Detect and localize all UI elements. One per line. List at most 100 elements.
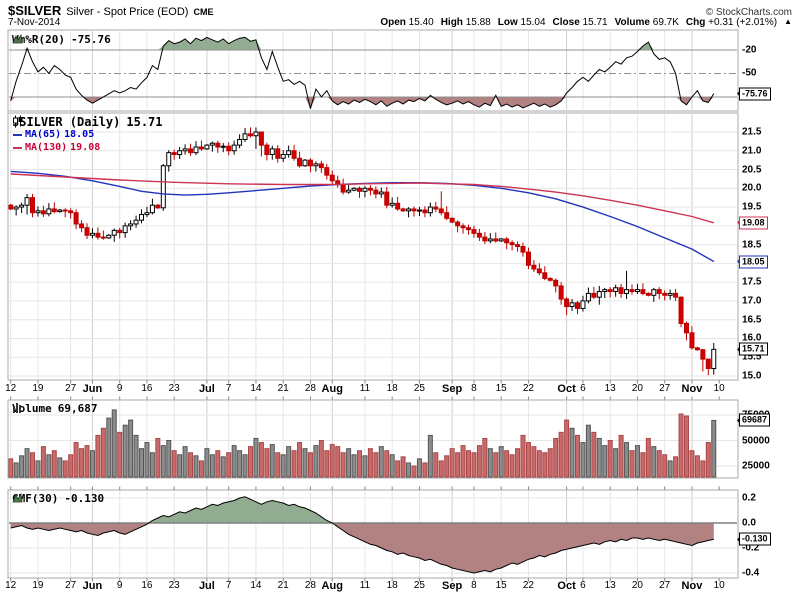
date-label-14: 14	[250, 383, 262, 394]
date-label-7: 7	[225, 580, 232, 591]
ma130-legend: MA(130) 19.08	[13, 142, 100, 153]
cmf-value-callout: -0.130	[737, 532, 771, 546]
price-axis-label: 16.5	[742, 314, 762, 326]
date-label-14: 14	[250, 580, 262, 591]
date-label-Sep: Sep	[442, 580, 463, 592]
candlestick-icon	[13, 115, 23, 127]
price-axis-label: 16.0	[742, 332, 762, 344]
date-label-27: 27	[659, 383, 671, 394]
date-label-22: 22	[522, 383, 534, 394]
date-label-23: 23	[168, 383, 180, 394]
price-axis-label: 18.5	[742, 239, 762, 251]
date-label-8: 8	[471, 580, 477, 591]
date-label-Jun: Jun	[82, 383, 103, 395]
date-label-Oct: Oct	[557, 580, 576, 592]
price-axis-label: 19.5	[742, 201, 762, 213]
price-axis-label: 15.0	[742, 370, 762, 382]
source-credit: © StockCharts.com	[705, 7, 792, 18]
indicator-icon	[12, 492, 23, 503]
volume-axis-label: 25000	[742, 460, 770, 472]
ma130-name: MA(130)	[25, 142, 68, 153]
ma65-line-swatch	[13, 133, 22, 136]
date-label-Oct: Oct	[557, 383, 576, 395]
ticker-description: Silver - Spot Price (EOD)	[66, 6, 189, 18]
date-label-9: 9	[116, 580, 123, 591]
price-axis-label: 20.5	[742, 164, 762, 176]
ma130-value: 19.08	[70, 142, 101, 153]
change-up-arrow: ▲	[784, 17, 792, 26]
date-label-25: 25	[413, 383, 425, 394]
exchange-label: CME	[193, 7, 214, 17]
price-callout-19.08: 19.08	[737, 216, 768, 230]
cmf-label: CMF(30)	[12, 492, 59, 505]
header-line1: $SILVER Silver - Spot Price (EOD) CME © …	[8, 3, 792, 18]
volume-value: 69,687	[57, 402, 98, 415]
price-axis-label: 15.5	[742, 351, 762, 363]
price-axis-label: 17.0	[742, 295, 762, 307]
indicator-icon	[12, 33, 23, 44]
date-label-15: 15	[495, 580, 507, 591]
ticker-symbol: $SILVER	[8, 3, 62, 18]
date-label-13: 13	[604, 383, 616, 394]
ma65-name: MA(65)	[25, 129, 62, 140]
cmf-axis-label: 0.0	[742, 517, 756, 529]
cmf-axis-label: -0.2	[742, 542, 760, 554]
date-label-9: 9	[116, 383, 123, 394]
price-callout-18.05: 18.05	[737, 255, 768, 268]
quote-low: Low 15.04	[497, 17, 546, 28]
date-label-22: 22	[522, 580, 534, 591]
quote-open: Open 15.40	[380, 17, 434, 28]
price-title: $SILVER (Daily)	[12, 115, 121, 129]
date-label-Aug: Aug	[321, 580, 343, 592]
date-label-21: 21	[277, 580, 289, 591]
volume-bars-icon	[13, 403, 21, 413]
date-label-28: 28	[304, 580, 316, 591]
date-label-Aug: Aug	[321, 383, 343, 395]
date-label-Nov: Nov	[681, 580, 703, 592]
wmr-legend: Wm%R(20) -75.76	[12, 33, 111, 46]
date-label-11: 11	[359, 383, 371, 394]
date-label-18: 18	[386, 580, 398, 591]
quote-chg: Chg +0.31 (+2.01%)	[685, 17, 778, 28]
date-label-6: 6	[580, 580, 586, 591]
cmf-value: -0.130	[64, 492, 105, 505]
date-label-23: 23	[168, 580, 180, 591]
date-label-8: 8	[471, 383, 477, 394]
header-line2: 7-Nov-2014 Open 15.40 High 15.88 Low 15.04…	[8, 17, 792, 30]
price-legend: $SILVER (Daily) 15.71	[12, 115, 163, 129]
date-label-20: 20	[631, 580, 643, 591]
date-label-12: 12	[5, 383, 17, 394]
date-label-Nov: Nov	[681, 383, 703, 395]
volume-legend: Volume 69,687	[12, 402, 98, 415]
price-axis-label: 21.0	[742, 145, 762, 157]
date-label-10: 10	[713, 580, 725, 591]
date-label-18: 18	[386, 383, 398, 394]
cmf-legend: CMF(30) -0.130	[12, 492, 104, 505]
date-label-16: 16	[141, 580, 153, 591]
date-label-11: 11	[359, 580, 371, 591]
chart-date: 7-Nov-2014	[8, 17, 61, 28]
ma130-line-swatch	[13, 146, 22, 149]
date-label-25: 25	[413, 580, 425, 591]
date-label-15: 15	[495, 383, 507, 394]
date-label-Jun: Jun	[82, 580, 103, 592]
date-label-Sep: Sep	[442, 383, 463, 395]
wmr-label: Wm%R(20)	[12, 33, 65, 46]
date-label-19: 19	[32, 383, 44, 394]
wmr-value-callout: -75.76	[737, 87, 771, 101]
price-last: 15.71	[126, 115, 163, 129]
date-label-Jul: Jul	[198, 383, 215, 395]
wmr-axis-label: -50	[742, 67, 757, 79]
date-label-6: 6	[580, 383, 586, 394]
date-label-12: 12	[5, 580, 17, 591]
quote-volume: Volume 69.7K	[614, 17, 679, 28]
volume-label: Volume	[12, 402, 52, 415]
date-label-27: 27	[659, 580, 671, 591]
price-axis-label: 21.5	[742, 126, 762, 138]
date-label-10: 10	[713, 383, 725, 394]
cmf-axis-label: 0.2	[742, 492, 756, 504]
date-label-Jul: Jul	[198, 580, 215, 592]
date-label-28: 28	[304, 383, 316, 394]
